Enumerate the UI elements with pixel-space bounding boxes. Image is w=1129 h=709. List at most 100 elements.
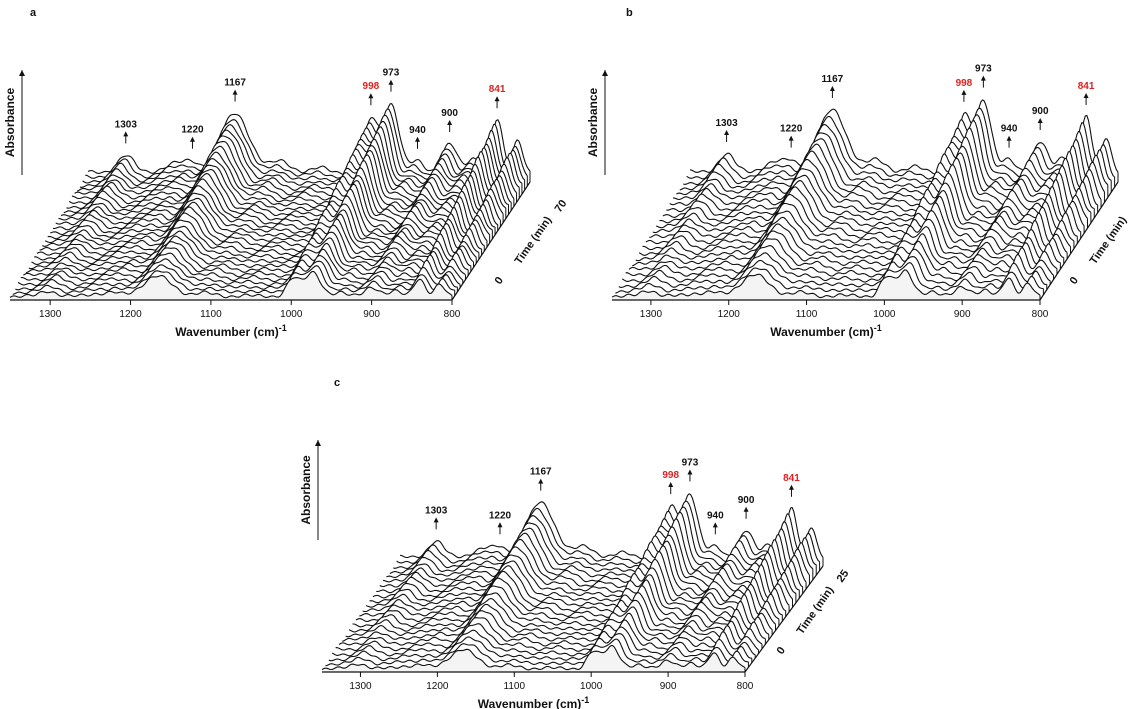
peak-label: 841 bbox=[489, 84, 506, 95]
panel-a: a 1300 1200 1100 1000 900 800 Wavenumber (cm)-1… bbox=[3, 7, 569, 339]
trace-fill bbox=[359, 574, 783, 622]
trace-fill bbox=[362, 567, 786, 617]
spectrum-trace bbox=[42, 203, 485, 248]
x-tick-label: 900 bbox=[660, 681, 677, 692]
spectrum-trace bbox=[686, 107, 1115, 180]
arrow-head-icon bbox=[602, 70, 608, 76]
spectrum-trace bbox=[325, 638, 749, 667]
trace-fill bbox=[39, 209, 482, 256]
spectrum-trace bbox=[328, 633, 752, 662]
peak-label: 998 bbox=[956, 78, 973, 89]
peak-label: 940 bbox=[409, 125, 426, 136]
spectrum-trace bbox=[382, 526, 807, 584]
spectrum-trace bbox=[359, 574, 783, 618]
spectrum-trace bbox=[44, 195, 488, 244]
trace-fill bbox=[389, 512, 813, 580]
spectrum-trace bbox=[676, 127, 1105, 196]
time-start-label: 0 bbox=[1068, 275, 1081, 287]
spectrum-trace bbox=[669, 145, 1099, 207]
panel-label: c bbox=[334, 377, 340, 389]
x-tick-label: 800 bbox=[1032, 309, 1049, 320]
time-end-label: 65 bbox=[1128, 198, 1129, 215]
arrow-up-icon bbox=[494, 96, 500, 102]
trace-fill bbox=[26, 237, 469, 276]
trace-fill bbox=[355, 579, 779, 626]
spectrum-trace bbox=[372, 545, 797, 599]
trace-fill bbox=[652, 183, 1081, 239]
spectrum-trace bbox=[679, 120, 1109, 191]
trace-fill bbox=[666, 152, 1095, 218]
spectrum-trace bbox=[632, 226, 1061, 267]
spectrum-trace bbox=[399, 493, 824, 560]
spectrum-trace bbox=[649, 189, 1078, 240]
spectrum-trace bbox=[52, 179, 496, 231]
x-tick-label: 900 bbox=[363, 309, 380, 320]
x-tick-label: 1200 bbox=[718, 309, 741, 320]
trace-fill bbox=[342, 606, 766, 645]
peak-label: 900 bbox=[738, 495, 755, 506]
spectrum-trace bbox=[321, 645, 746, 671]
spectrum-trace bbox=[338, 612, 763, 647]
arrow-up-icon bbox=[123, 131, 129, 137]
spectrum-trace bbox=[659, 164, 1088, 224]
spectrum-trace bbox=[342, 606, 766, 642]
time-end-label: 70 bbox=[553, 198, 570, 215]
arrow-up-icon bbox=[829, 85, 835, 91]
spectrum-trace bbox=[34, 218, 477, 261]
arrow-up-icon bbox=[1037, 117, 1043, 123]
arrow-up-icon bbox=[189, 136, 195, 142]
spectrum-trace bbox=[642, 202, 1071, 251]
spectrum-trace bbox=[66, 149, 509, 210]
trace-fill bbox=[625, 241, 1054, 280]
peak-label: 1220 bbox=[489, 510, 512, 521]
spectrum-trace bbox=[12, 265, 455, 295]
x-tick-label: 1000 bbox=[873, 309, 896, 320]
arrow-up-icon bbox=[743, 506, 749, 512]
spectrum-trace bbox=[63, 154, 507, 214]
arrow-up-icon bbox=[497, 522, 503, 528]
y-axis-label: Absorbance bbox=[586, 88, 600, 158]
spectrum-trace bbox=[618, 256, 1047, 288]
trace-fill bbox=[645, 196, 1074, 249]
spectrum-trace bbox=[655, 172, 1085, 229]
trace-fill bbox=[632, 226, 1061, 270]
spectrum-trace bbox=[611, 269, 1041, 299]
peak-label: 998 bbox=[363, 81, 380, 92]
peak-label: 1303 bbox=[715, 118, 738, 129]
spectrum-trace bbox=[386, 518, 810, 578]
trace-fill bbox=[20, 249, 463, 284]
arrow-up-icon bbox=[1083, 92, 1089, 98]
spectrum-trace bbox=[355, 579, 780, 623]
spectrum-trace bbox=[87, 103, 531, 175]
spectrum-trace bbox=[71, 138, 515, 201]
x-tick-label: 900 bbox=[954, 309, 971, 320]
spectrum-trace bbox=[615, 262, 1044, 294]
panel-c: c 1300 1200 1100 1000 900 800 Wavenumber (cm)-1… bbox=[299, 377, 851, 709]
arrow-up-icon bbox=[447, 119, 453, 125]
spectrum-trace bbox=[393, 506, 817, 570]
spectrum-trace bbox=[50, 183, 493, 236]
trace-fill bbox=[629, 233, 1057, 275]
arrow-up-icon bbox=[368, 93, 374, 99]
peak-label: 1167 bbox=[530, 467, 552, 478]
time-end-label: 25 bbox=[835, 568, 852, 585]
trace-fill bbox=[36, 214, 479, 260]
spectrum-trace bbox=[55, 174, 498, 226]
spectrum-trace bbox=[365, 558, 790, 608]
peak-label: 973 bbox=[975, 64, 992, 75]
spectrum-trace bbox=[15, 260, 458, 291]
spectrum-trace bbox=[645, 195, 1075, 245]
peak-label: 1220 bbox=[181, 125, 204, 136]
peak-label: 940 bbox=[707, 510, 724, 521]
x-tick-label: 1100 bbox=[796, 309, 818, 320]
time-start-label: 0 bbox=[775, 645, 788, 657]
spectrum-trace bbox=[396, 500, 820, 564]
arrow-up-icon bbox=[788, 135, 794, 141]
panel-b: b 1300 1200 1100 1000 900 800 Wavenumber (cm)-1… bbox=[586, 7, 1129, 339]
peak-label: 1167 bbox=[224, 78, 246, 89]
spectrum-trace bbox=[638, 210, 1068, 256]
spectrum-trace bbox=[31, 224, 474, 265]
arrow-up-icon bbox=[232, 89, 238, 95]
x-tick-label: 800 bbox=[444, 309, 461, 320]
